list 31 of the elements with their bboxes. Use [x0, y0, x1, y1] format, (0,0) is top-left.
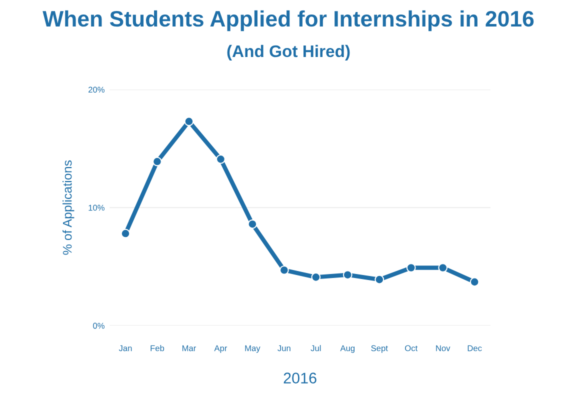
chart-title: When Students Applied for Internships in 2016: [42, 10, 534, 32]
point: [311, 272, 321, 282]
x-tick-label: Apr: [214, 345, 228, 353]
x-axis-title: 2016: [284, 372, 316, 384]
chart-subtitle: (And Got Hired): [227, 44, 350, 60]
x-tick-label: Jun: [278, 345, 290, 352]
point: [248, 219, 258, 229]
y-tick-label: 20%: [88, 86, 104, 93]
point: [342, 270, 352, 280]
point: [120, 228, 130, 238]
y-tick-label: 0%: [93, 322, 104, 329]
x-tick-label: Feb: [150, 345, 164, 352]
y-tick-label: 10%: [88, 204, 104, 211]
point: [470, 277, 480, 287]
x-tick-label: Dec: [468, 345, 482, 352]
point: [216, 154, 226, 164]
x-tick-label: Oct: [405, 345, 418, 352]
point: [184, 116, 194, 126]
point: [279, 265, 289, 275]
x-tick-label: Nov: [436, 345, 450, 352]
point: [438, 263, 448, 272]
x-tick-label: Jan: [118, 345, 132, 352]
point: [406, 263, 416, 272]
x-tick-label: Mar: [182, 345, 196, 352]
y-axis-title: % of Applications: [62, 160, 74, 255]
x-tick-label: May: [245, 345, 260, 353]
x-tick-label: Aug: [340, 345, 355, 353]
point: [152, 156, 162, 166]
x-tick-label: Sept: [371, 345, 388, 353]
x-tick-label: Jul: [310, 345, 321, 352]
point: [374, 274, 384, 284]
